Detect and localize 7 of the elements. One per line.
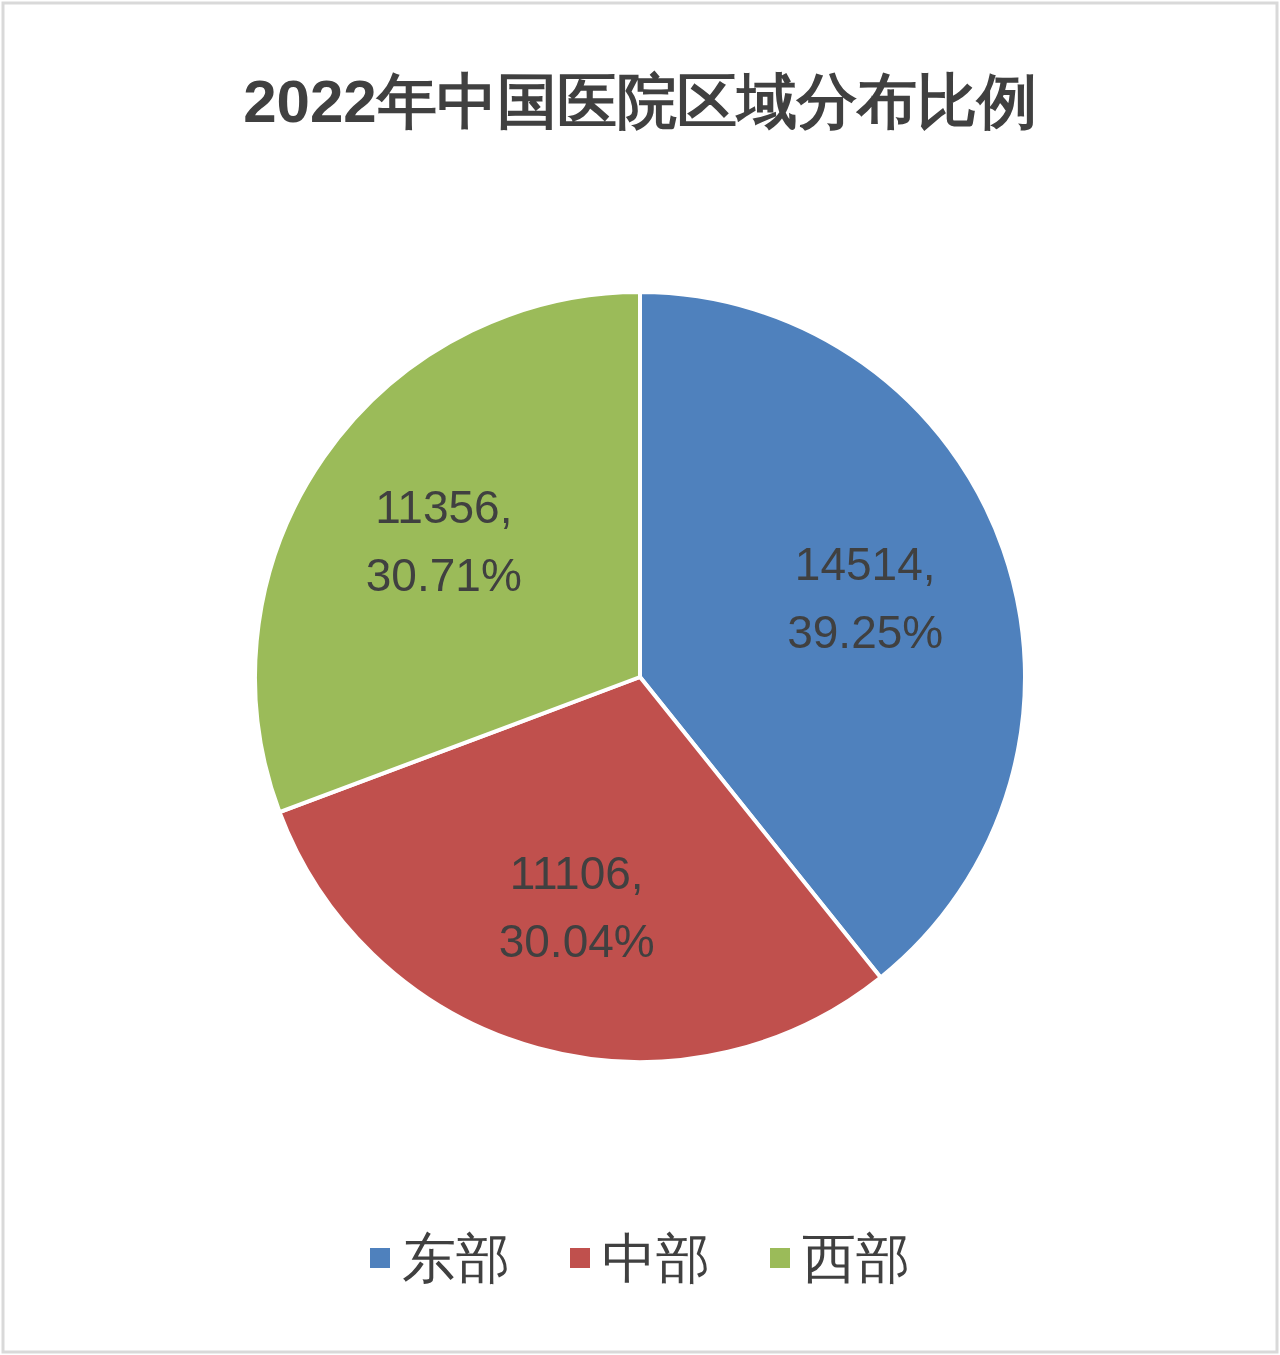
data-label: 11356, 30.71% xyxy=(365,481,522,602)
data-label: 11106, 30.04% xyxy=(498,847,655,968)
legend-label: 西部 xyxy=(802,1228,910,1289)
legend-label: 中部 xyxy=(602,1228,710,1289)
data-label: 14514, 39.25% xyxy=(787,537,944,658)
chart-title: 2022年中国医院区域分布比例 xyxy=(243,68,1037,135)
legend-label: 东部 xyxy=(402,1228,510,1289)
